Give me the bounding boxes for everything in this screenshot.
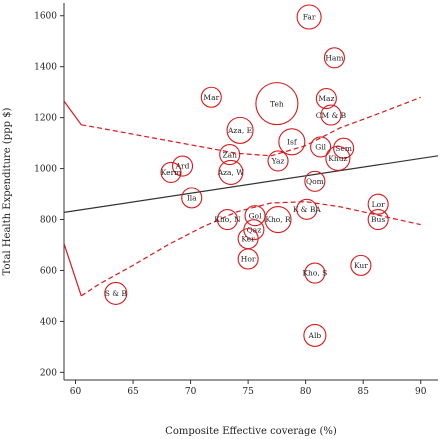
bubble-label: Far [303, 13, 316, 22]
bubble-cm-b [320, 104, 342, 126]
fit-curves [63, 96, 439, 297]
bubble-label: Kho, S [302, 269, 327, 278]
x-tick-label: 70 [185, 387, 197, 397]
bubble-bus [367, 208, 389, 231]
y-tick-label: 800 [40, 216, 57, 226]
bubble-teh [255, 82, 299, 126]
bubble-label: Kur [354, 261, 368, 270]
x-tick-label: 60 [70, 387, 82, 397]
bubble-aza-w [218, 159, 244, 185]
bubble-label: Ham [325, 53, 343, 62]
bubble-label: Lor [372, 200, 385, 209]
bubble-aza-e [226, 116, 254, 144]
bubble-far [296, 4, 322, 30]
bubble-label: Khuz [328, 154, 347, 163]
bubble-kho-n [216, 208, 238, 231]
bubble-label: Kho, R [265, 215, 291, 224]
bubble-label: Ard [175, 162, 190, 171]
bubble-label: Kerm [161, 168, 182, 177]
axes: 60 65 70 75 80 85 90 200 400 600 800 1000 1200 1400 16… [34, 3, 438, 397]
y-tick-label: 200 [40, 368, 57, 378]
bubble-label: Mar [203, 93, 219, 102]
bubble-label: Teh [270, 99, 284, 108]
bubble-ila [181, 187, 203, 209]
x-tick-label: 65 [127, 387, 139, 397]
bubble-label: Qom [306, 177, 324, 186]
y-axis-label: Total Health Expenditure (ppp $) [2, 107, 13, 275]
bubble-label: Ker [241, 234, 255, 243]
ci-lower-curve [80, 201, 421, 297]
bubble-gil [310, 136, 332, 158]
y-tick-label: 1400 [34, 63, 57, 73]
bubble-isf [278, 128, 306, 156]
bubble-label: Gol [249, 211, 263, 220]
bubble-label: K & BA [293, 205, 322, 214]
bubble-label: Aza, W [217, 168, 245, 177]
bubble-sem [333, 137, 355, 159]
y-tick-label: 1600 [34, 12, 57, 22]
bubble-qom [304, 170, 326, 192]
ci-upper-curve-start [63, 100, 82, 126]
bubble-gol [244, 205, 266, 227]
bubble-label: Ila [187, 194, 197, 203]
regression-line [63, 155, 439, 213]
bubble-maz [315, 87, 337, 110]
bubble-alb [303, 323, 327, 347]
bubble-label: Zan [222, 150, 237, 159]
bubble-s-b [104, 281, 128, 305]
bubble-label: Yaz [271, 157, 285, 166]
y-tick-label: 600 [40, 266, 57, 276]
x-axis-label: Composite Effective coverage (%) [165, 426, 337, 437]
bubble-lor [367, 193, 389, 215]
bubble-kur [350, 254, 372, 276]
bubble-label: CM & B [316, 111, 347, 120]
bubble-label: Isf [287, 138, 298, 147]
bubble-hor [237, 248, 259, 270]
bubble-yaz [267, 150, 289, 172]
bubble-zan [219, 144, 241, 166]
bubble-kho-s [304, 262, 326, 284]
bubble-label: Gil [315, 143, 326, 152]
bubble-ard [171, 155, 194, 177]
x-tick-label: 90 [415, 387, 427, 397]
x-tick-label: 85 [357, 387, 369, 397]
ci-lower-curve-start [63, 243, 82, 297]
y-tick-label: 1200 [34, 114, 57, 124]
bubble-kho-r [264, 205, 292, 234]
bubble-mar [200, 86, 222, 108]
bubble-k-ba [296, 198, 318, 220]
bubble-label: Hor [241, 255, 256, 264]
bubble-label: S & B [105, 289, 128, 298]
x-tick-label: 75 [242, 387, 254, 397]
bubble-label: Aza, E [227, 126, 252, 135]
bubble-ham [323, 47, 345, 69]
bubble-label: Bus [371, 215, 385, 224]
bubble-kerm [160, 161, 182, 183]
x-tick-label: 80 [300, 387, 312, 397]
bubble-label: Alb [308, 331, 322, 340]
y-tick-label: 400 [40, 317, 57, 327]
bubble-khuz [325, 145, 351, 171]
bubble-label: Maz [318, 94, 334, 103]
bubble-label: Kho, N [214, 215, 241, 224]
y-tick-label: 1000 [34, 165, 57, 175]
